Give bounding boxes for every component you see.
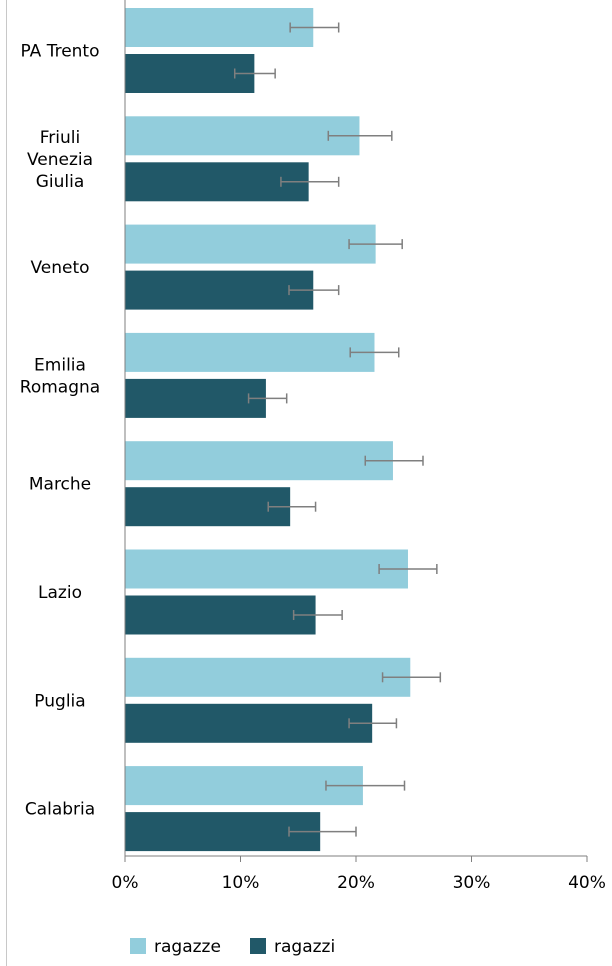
bar-ragazzi-4	[125, 487, 291, 527]
x-tick-label-1: 10%	[222, 873, 260, 893]
x-tick-label-2: 20%	[337, 873, 375, 893]
frame-border	[6, 0, 7, 966]
category-label-7: Calabria	[25, 800, 95, 820]
legend-swatch-ragazze	[130, 938, 146, 954]
category-label-3: Emilia Romagna	[20, 355, 100, 397]
bar-ragazze-6	[125, 657, 411, 697]
bar-ragazze-3	[125, 332, 375, 372]
legend-label-ragazze: ragazze	[154, 937, 221, 957]
bar-ragazze-1	[125, 116, 360, 156]
bar-ragazzi-2	[125, 270, 314, 310]
x-tick-label-0: 0%	[112, 873, 139, 893]
category-label-0: PA Trento	[21, 42, 100, 62]
bar-ragazze-4	[125, 441, 393, 481]
category-label-6: Puglia	[34, 691, 85, 711]
category-label-2: Veneto	[30, 258, 89, 278]
legend-swatch-ragazzi	[250, 938, 266, 954]
category-label-1: Friuli Venezia Giulia	[27, 128, 93, 192]
category-label-4: Marche	[29, 475, 91, 495]
bar-ragazzi-7	[125, 812, 321, 852]
bar-ragazzi-5	[125, 595, 316, 635]
legend-label-ragazzi: ragazzi	[274, 937, 335, 957]
bar-ragazzi-3	[125, 378, 266, 418]
category-label-5: Lazio	[38, 583, 82, 603]
bar-ragazzi-1	[125, 162, 309, 202]
x-tick-label-4: 40%	[568, 873, 606, 893]
bar-ragazze-5	[125, 549, 408, 589]
bar-ragazze-0	[125, 8, 314, 47]
bar-ragazzi-6	[125, 703, 373, 743]
bar-ragazze-7	[125, 766, 363, 806]
bar-ragazze-2	[125, 224, 376, 264]
bar-ragazzi-0	[125, 54, 255, 93]
x-tick-label-3: 30%	[453, 873, 491, 893]
